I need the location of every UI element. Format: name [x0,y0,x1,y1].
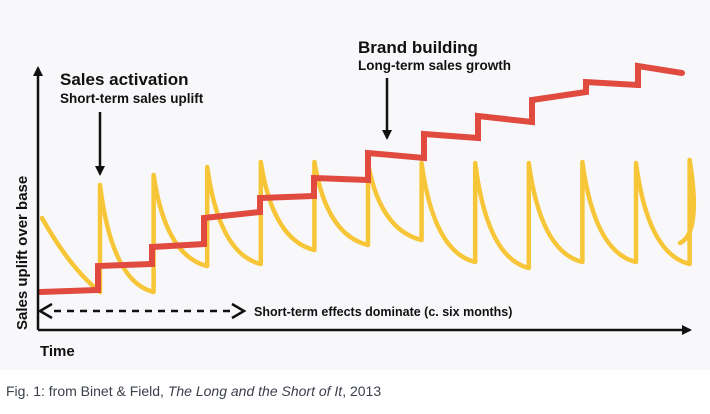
x-axis-label: Time [40,343,75,360]
brand-building-title: Brand building [358,38,478,57]
short-term-arrow-right-head [231,302,247,320]
caption-book-title: The Long and the Short of It [167,383,343,399]
short-term-arrow-left-head [37,302,53,320]
long-term-sales-curve [37,62,685,295]
sales-activation-subtitle: Short-term sales uplift [60,91,204,106]
figure-caption: Fig. 1: from Binet & Field, The Long and… [6,383,381,399]
short-term-sales-curve [39,157,697,295]
figure-panel: Sales uplift over base Time Sales activa… [6,38,697,399]
y-axis-label: Sales uplift over base [14,176,31,330]
caption-suffix: , 2013 [342,383,382,399]
brand-vs-activation-diagram: Sales uplift over base Time Sales activa… [14,38,697,360]
caption-prefix: Fig. 1: from Binet & Field, [6,383,168,399]
sales-activation-title: Sales activation [60,70,189,89]
brand-building-subtitle: Long-term sales growth [358,58,511,73]
short-term-effects-label: Short-term effects dominate (c. six mont… [254,305,512,319]
